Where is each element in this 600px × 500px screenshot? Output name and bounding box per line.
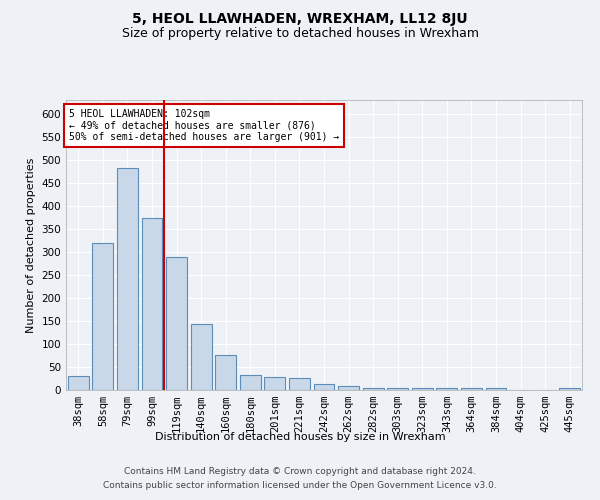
Bar [338,386,359,390]
Text: Size of property relative to detached houses in Wrexham: Size of property relative to detached ho… [121,28,479,40]
Bar [485,388,506,390]
Text: 5 HEOL LLAWHADEN: 102sqm
← 49% of detached houses are smaller (876)
50% of semi-: 5 HEOL LLAWHADEN: 102sqm ← 49% of detach… [68,108,339,142]
Bar [362,388,383,390]
Bar [92,242,113,390]
Bar [240,376,261,390]
Bar [461,388,482,390]
Bar [215,355,236,390]
Bar [314,384,334,390]
Bar [117,168,138,390]
Text: Contains HM Land Registry data © Crown copyright and database right 2024.: Contains HM Land Registry data © Crown c… [124,468,476,476]
Text: Contains public sector information licensed under the Open Government Licence v3: Contains public sector information licen… [103,481,497,490]
Bar [191,324,212,390]
Bar [289,378,310,390]
Bar [265,376,286,390]
Y-axis label: Number of detached properties: Number of detached properties [26,158,36,332]
Bar [559,388,580,390]
Bar [387,388,408,390]
Bar [436,388,457,390]
Bar [142,218,163,390]
Text: Distribution of detached houses by size in Wrexham: Distribution of detached houses by size … [155,432,445,442]
Bar [68,376,89,390]
Bar [166,258,187,390]
Text: 5, HEOL LLAWHADEN, WREXHAM, LL12 8JU: 5, HEOL LLAWHADEN, WREXHAM, LL12 8JU [132,12,468,26]
Bar [412,388,433,390]
